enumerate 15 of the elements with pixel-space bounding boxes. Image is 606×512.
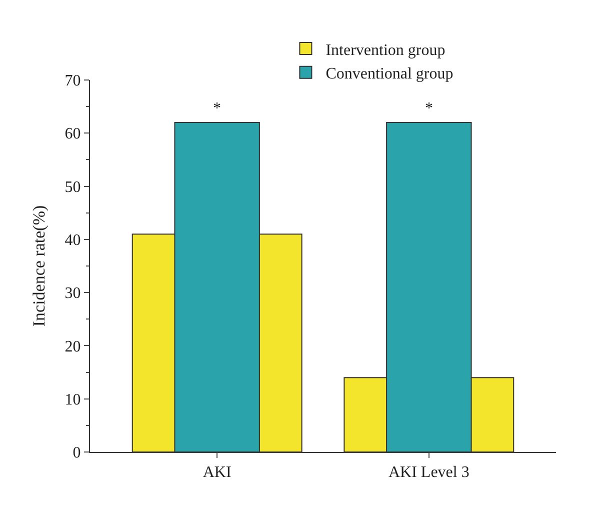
y-axis-title: Incidence rate(%) [29, 205, 48, 327]
y-tick-label: 10 [64, 391, 81, 408]
y-tick-label: 50 [64, 178, 81, 196]
legend-label: Conventional group [326, 66, 454, 83]
x-tick-label: AKI Level 3 [388, 464, 470, 482]
y-tick-label: 60 [64, 126, 81, 143]
annotation: * [425, 100, 433, 117]
x-tick-label: AKI [202, 464, 232, 482]
legend-label: Intervention group [326, 42, 446, 59]
y-tick-label: 40 [64, 232, 81, 250]
y-tick-label: 70 [64, 72, 81, 90]
annotation: * [213, 100, 221, 117]
y-tick-label: 0 [72, 444, 81, 462]
y-tick-label: 30 [64, 285, 81, 302]
y-tick-label: 20 [64, 338, 81, 356]
